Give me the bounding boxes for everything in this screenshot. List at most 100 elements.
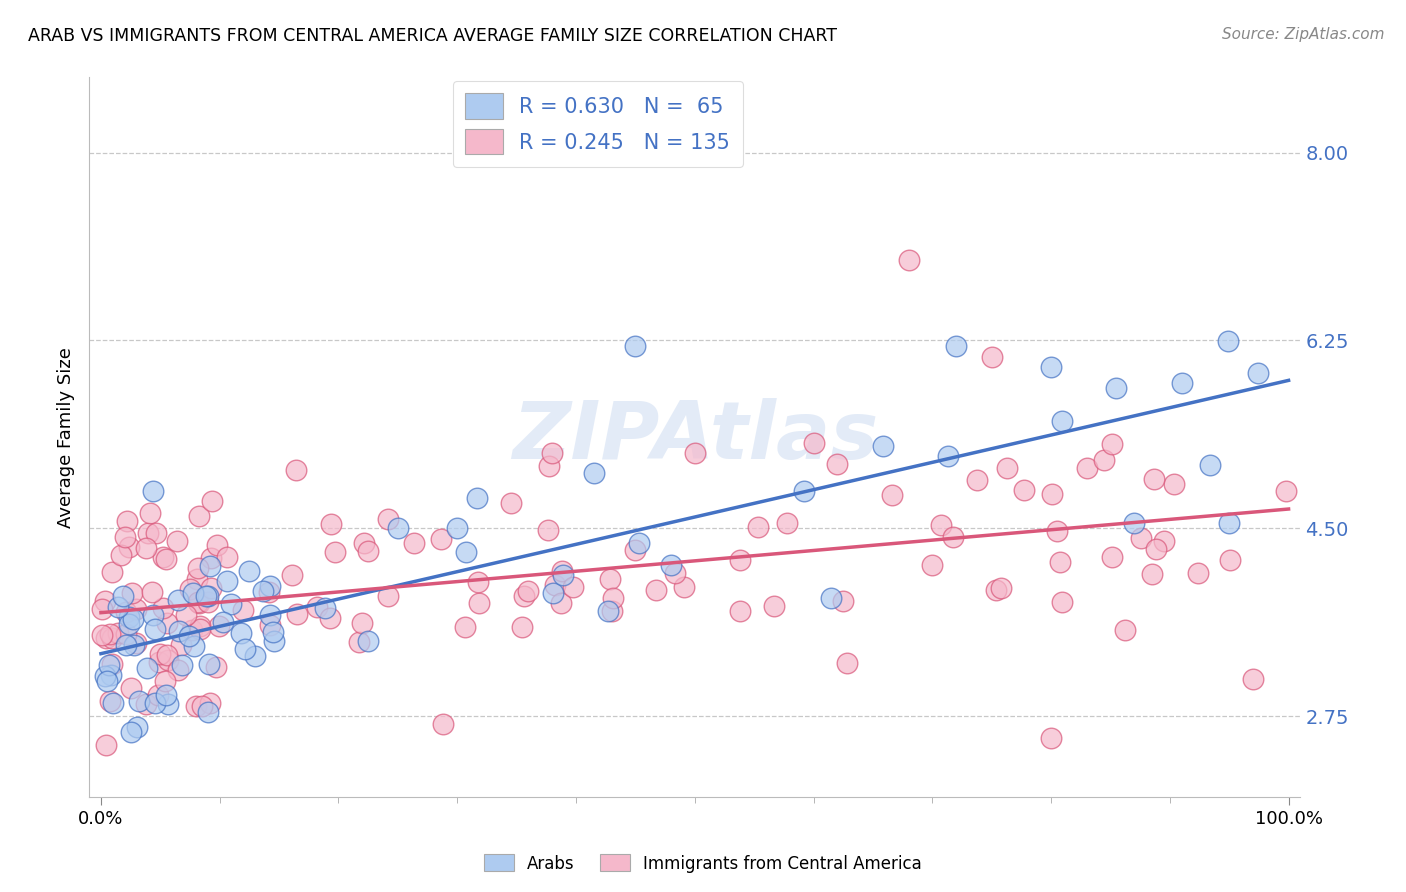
Point: [1129, 531, 1152, 545]
Point: [467, 574, 489, 589]
Point: [211, 615, 233, 630]
Point: [1050, 595, 1073, 609]
Point: [259, 579, 281, 593]
Point: [820, 591, 842, 606]
Point: [1153, 533, 1175, 548]
Point: [96, 674, 118, 689]
Point: [118, 610, 141, 624]
Text: ZIPAtlas: ZIPAtlas: [512, 398, 877, 476]
Point: [156, 648, 179, 663]
Point: [148, 655, 170, 669]
Point: [1101, 437, 1123, 451]
Point: [1218, 516, 1240, 530]
Point: [98, 627, 121, 641]
Point: [121, 586, 143, 600]
Point: [582, 466, 605, 480]
Point: [454, 545, 477, 559]
Point: [166, 534, 188, 549]
Point: [897, 252, 920, 267]
Point: [181, 585, 204, 599]
Point: [357, 634, 380, 648]
Point: [661, 558, 683, 572]
Point: [252, 584, 274, 599]
Point: [174, 607, 197, 622]
Point: [118, 616, 141, 631]
Point: [181, 624, 204, 638]
Point: [262, 624, 284, 639]
Point: [835, 656, 858, 670]
Point: [110, 548, 132, 562]
Text: ARAB VS IMMIGRANTS FROM CENTRAL AMERICA AVERAGE FAMILY SIZE CORRELATION CHART: ARAB VS IMMIGRANTS FROM CENTRAL AMERICA …: [28, 27, 837, 45]
Point: [93, 668, 115, 682]
Point: [827, 457, 849, 471]
Point: [432, 717, 454, 731]
Point: [1012, 483, 1035, 497]
Point: [387, 521, 409, 535]
Point: [101, 696, 124, 710]
Point: [966, 473, 988, 487]
Point: [198, 657, 221, 672]
Point: [205, 537, 228, 551]
Legend: R = 0.630   N =  65, R = 0.245   N = 135: R = 0.630 N = 65, R = 0.245 N = 135: [453, 80, 742, 167]
Point: [245, 649, 267, 664]
Point: [259, 608, 281, 623]
Point: [263, 633, 285, 648]
Point: [353, 535, 375, 549]
Point: [156, 698, 179, 712]
Point: [550, 596, 572, 610]
Point: [945, 339, 967, 353]
Point: [152, 549, 174, 564]
Point: [170, 638, 193, 652]
Point: [1171, 376, 1194, 390]
Point: [602, 591, 624, 605]
Point: [107, 626, 129, 640]
Point: [1275, 483, 1298, 498]
Point: [1046, 524, 1069, 539]
Point: [201, 494, 224, 508]
Point: [197, 594, 219, 608]
Point: [195, 589, 218, 603]
Point: [207, 619, 229, 633]
Point: [468, 596, 491, 610]
Point: [101, 657, 124, 671]
Point: [664, 566, 686, 581]
Point: [188, 619, 211, 633]
Point: [929, 518, 952, 533]
Point: [465, 491, 488, 505]
Point: [624, 339, 647, 353]
Point: [111, 589, 134, 603]
Point: [155, 552, 177, 566]
Point: [187, 595, 209, 609]
Point: [114, 638, 136, 652]
Point: [101, 565, 124, 579]
Point: [1092, 453, 1115, 467]
Point: [135, 541, 157, 556]
Point: [184, 698, 207, 713]
Legend: Arabs, Immigrants from Central America: Arabs, Immigrants from Central America: [477, 847, 929, 880]
Point: [1049, 555, 1071, 569]
Point: [730, 604, 752, 618]
Point: [513, 589, 536, 603]
Point: [122, 612, 145, 626]
Point: [1216, 334, 1239, 348]
Point: [803, 435, 825, 450]
Point: [155, 688, 177, 702]
Point: [1140, 566, 1163, 581]
Point: [157, 653, 180, 667]
Point: [377, 589, 399, 603]
Point: [1219, 552, 1241, 566]
Point: [155, 673, 177, 688]
Point: [599, 572, 621, 586]
Point: [145, 526, 167, 541]
Point: [142, 608, 165, 623]
Point: [167, 593, 190, 607]
Point: [217, 550, 239, 565]
Point: [1114, 623, 1136, 637]
Point: [541, 446, 564, 460]
Point: [645, 583, 668, 598]
Point: [551, 567, 574, 582]
Point: [186, 561, 208, 575]
Point: [430, 532, 453, 546]
Point: [221, 598, 243, 612]
Point: [120, 681, 142, 695]
